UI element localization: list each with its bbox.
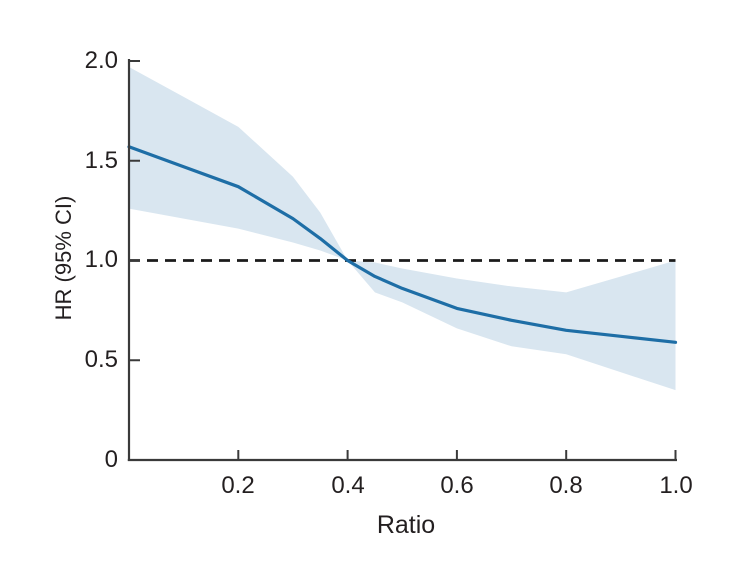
confidence-band [129, 66, 676, 391]
x-tick-label-0-4: 0.4 [331, 472, 365, 499]
x-tick-label-1-0: 1.0 [659, 472, 693, 499]
y-axis-title: HR (95% CI) [51, 195, 76, 321]
x-tick-label-0-8: 0.8 [549, 472, 583, 499]
y-tick-label-0-5: 0.5 [84, 346, 118, 373]
hr-line [127, 145, 678, 344]
y-tick-label-2-0: 2.0 [84, 47, 118, 74]
y-tick-label-1-0: 1.0 [84, 246, 118, 273]
x-tick-label-0-2: 0.2 [221, 472, 255, 499]
x-axis-title: Ratio [376, 511, 436, 539]
y-tick-label-0: 0 [104, 446, 118, 473]
y-tick-label-1-5: 1.5 [84, 147, 118, 174]
x-tick-label-0-6: 0.6 [440, 472, 474, 499]
